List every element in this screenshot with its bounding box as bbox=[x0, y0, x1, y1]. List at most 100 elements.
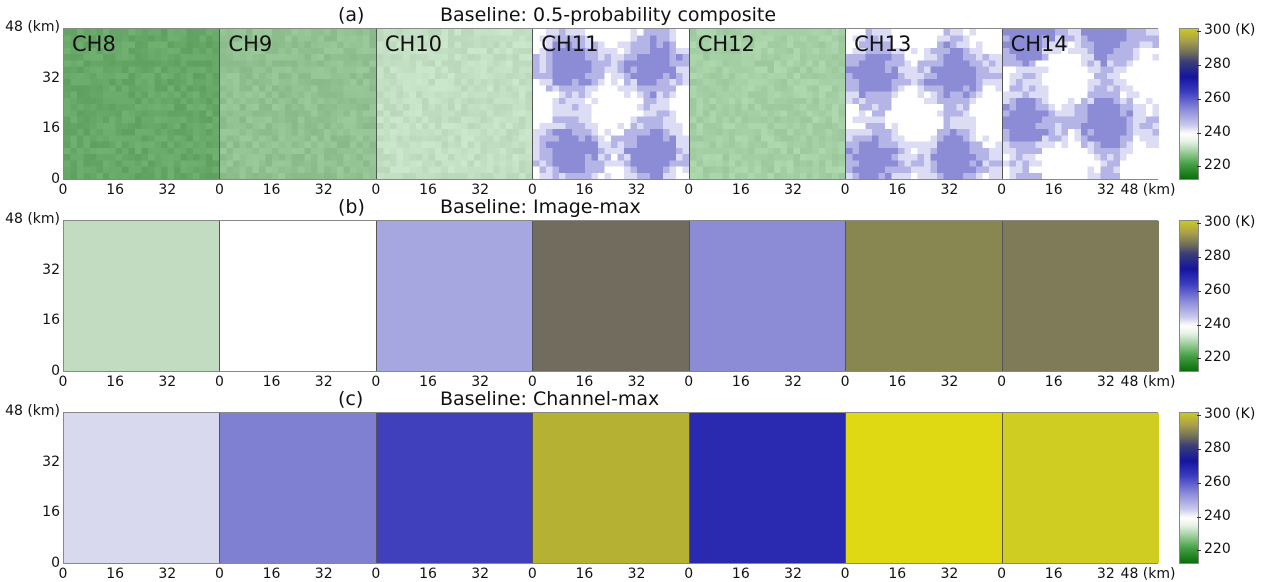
colorbar-tick-label: 300 (K) bbox=[1204, 22, 1256, 39]
x-tick-label: 0 bbox=[997, 182, 1007, 198]
colorbar-tick-mark bbox=[1197, 415, 1201, 417]
x-tick-label: 16 bbox=[106, 374, 125, 390]
row-tag: (c) bbox=[338, 388, 364, 410]
x-tick-label: 32 bbox=[471, 374, 490, 390]
x-tick-label: 16 bbox=[731, 566, 750, 582]
y-tick-label: 0 bbox=[51, 363, 60, 379]
colorbar-tick-mark bbox=[1197, 98, 1201, 100]
colorbar-tick-label: 280 bbox=[1204, 248, 1231, 265]
colorbar-tick-mark bbox=[1197, 132, 1201, 134]
channel-panel bbox=[689, 413, 847, 563]
channel-label: CH9 bbox=[228, 32, 273, 56]
y-tick-label: 16 bbox=[42, 312, 60, 329]
y-tick-label: 0 bbox=[51, 555, 60, 571]
x-tick-label: 48 (km) bbox=[1120, 566, 1176, 582]
channel-label: CH10 bbox=[384, 32, 443, 56]
colorbar-tick-mark bbox=[1197, 324, 1201, 326]
channel-panel: CH14 bbox=[1002, 29, 1159, 179]
x-tick-label: 16 bbox=[1044, 182, 1063, 198]
channel-label: CH11 bbox=[541, 32, 599, 56]
colorbar-tick-label: 240 bbox=[1204, 315, 1231, 332]
x-tick-label: 0 bbox=[840, 566, 850, 582]
colorbar-tick-mark bbox=[1197, 290, 1201, 292]
row-tag: (a) bbox=[338, 4, 365, 26]
channel-panel bbox=[533, 413, 690, 563]
colorbar-tick-label: 260 bbox=[1204, 281, 1231, 298]
colorbar-tick-label: 260 bbox=[1204, 89, 1231, 106]
x-tick-label: 16 bbox=[419, 566, 437, 582]
colorbar-tick-label: 300 (K) bbox=[1204, 214, 1256, 231]
x-tick-label: 32 bbox=[158, 182, 177, 198]
heatmap-texture bbox=[64, 29, 220, 179]
x-tick-label: 32 bbox=[940, 182, 959, 198]
x-tick-label: 16 bbox=[419, 182, 437, 198]
x-tick-label: 32 bbox=[627, 374, 646, 390]
x-tick-label: 0 bbox=[997, 374, 1007, 390]
colorbar bbox=[1179, 412, 1199, 564]
x-tick-label: 32 bbox=[314, 182, 333, 198]
x-tick-label: 16 bbox=[106, 182, 125, 198]
x-tick-label: 16 bbox=[575, 182, 594, 198]
x-tick-label: 32 bbox=[1096, 566, 1115, 582]
colorbar-tick-label: 280 bbox=[1204, 440, 1231, 457]
x-tick-label: 48 (km) bbox=[1120, 182, 1176, 198]
colorbar-tick-label: 260 bbox=[1204, 473, 1231, 490]
heatmap-texture bbox=[846, 29, 1002, 179]
channel-label: CH13 bbox=[854, 32, 912, 56]
x-tick-label: 32 bbox=[314, 374, 333, 390]
colorbar-tick-mark bbox=[1197, 516, 1201, 518]
heatmap-texture bbox=[376, 29, 533, 179]
x-tick-label: 32 bbox=[784, 374, 802, 390]
channel-panel bbox=[1002, 413, 1159, 563]
x-tick-label: 0 bbox=[371, 374, 381, 390]
channel-panel bbox=[376, 221, 534, 371]
x-tick-label: 0 bbox=[527, 374, 537, 390]
heatmap-texture bbox=[689, 29, 846, 179]
colorbar-tick-mark bbox=[1197, 166, 1201, 168]
channel-panel bbox=[533, 221, 690, 371]
channel-panel: CH11 bbox=[533, 29, 690, 179]
channel-panel bbox=[376, 413, 534, 563]
x-tick-label: 0 bbox=[371, 182, 381, 198]
colorbar-tick-label: 300 (K) bbox=[1204, 406, 1256, 423]
heatmap-strip: CH8 CH9 CH10 CH11 CH12 CH13 CH14 bbox=[63, 28, 1159, 180]
y-tick-label: 32 bbox=[42, 453, 60, 470]
x-tick-label: 16 bbox=[419, 374, 437, 390]
x-tick-label: 16 bbox=[731, 182, 750, 198]
x-tick-label: 32 bbox=[471, 182, 490, 198]
x-tick-label: 16 bbox=[575, 566, 594, 582]
colorbar-tick-mark bbox=[1197, 482, 1201, 484]
colorbar bbox=[1179, 28, 1199, 180]
colorbar-tick-label: 220 bbox=[1204, 157, 1231, 174]
x-tick-label: 0 bbox=[840, 182, 850, 198]
colorbar bbox=[1179, 220, 1199, 372]
x-tick-label: 32 bbox=[627, 182, 646, 198]
x-tick-label: 0 bbox=[58, 374, 68, 390]
x-tick-label: 16 bbox=[888, 374, 907, 390]
colorbar-tick-label: 240 bbox=[1204, 507, 1231, 524]
y-tick-label: 32 bbox=[42, 261, 60, 278]
x-tick-label: 32 bbox=[158, 566, 177, 582]
x-tick-label: 16 bbox=[888, 182, 907, 198]
x-tick-label: 32 bbox=[1096, 374, 1115, 390]
x-tick-label: 0 bbox=[684, 566, 694, 582]
x-tick-label: 0 bbox=[684, 374, 694, 390]
x-tick-label: 0 bbox=[527, 566, 537, 582]
channel-label: CH12 bbox=[697, 32, 755, 56]
y-tick-label: 48 (km) bbox=[5, 19, 60, 35]
heatmap-texture bbox=[533, 29, 689, 179]
colorbar-tick-label: 240 bbox=[1204, 123, 1231, 140]
channel-panel: CH13 bbox=[846, 29, 1003, 179]
x-tick-label: 0 bbox=[214, 182, 224, 198]
channel-label: CH14 bbox=[1010, 32, 1068, 56]
x-tick-label: 16 bbox=[731, 374, 750, 390]
y-tick-label: 0 bbox=[51, 171, 60, 187]
x-tick-label: 32 bbox=[1096, 182, 1115, 198]
channel-panel bbox=[846, 413, 1003, 563]
colorbar-tick-label: 220 bbox=[1204, 541, 1231, 558]
heatmap-texture bbox=[220, 29, 376, 179]
x-tick-label: 16 bbox=[262, 374, 281, 390]
y-tick-label: 16 bbox=[42, 120, 60, 137]
channel-panel bbox=[689, 221, 847, 371]
channel-panel bbox=[64, 221, 221, 371]
